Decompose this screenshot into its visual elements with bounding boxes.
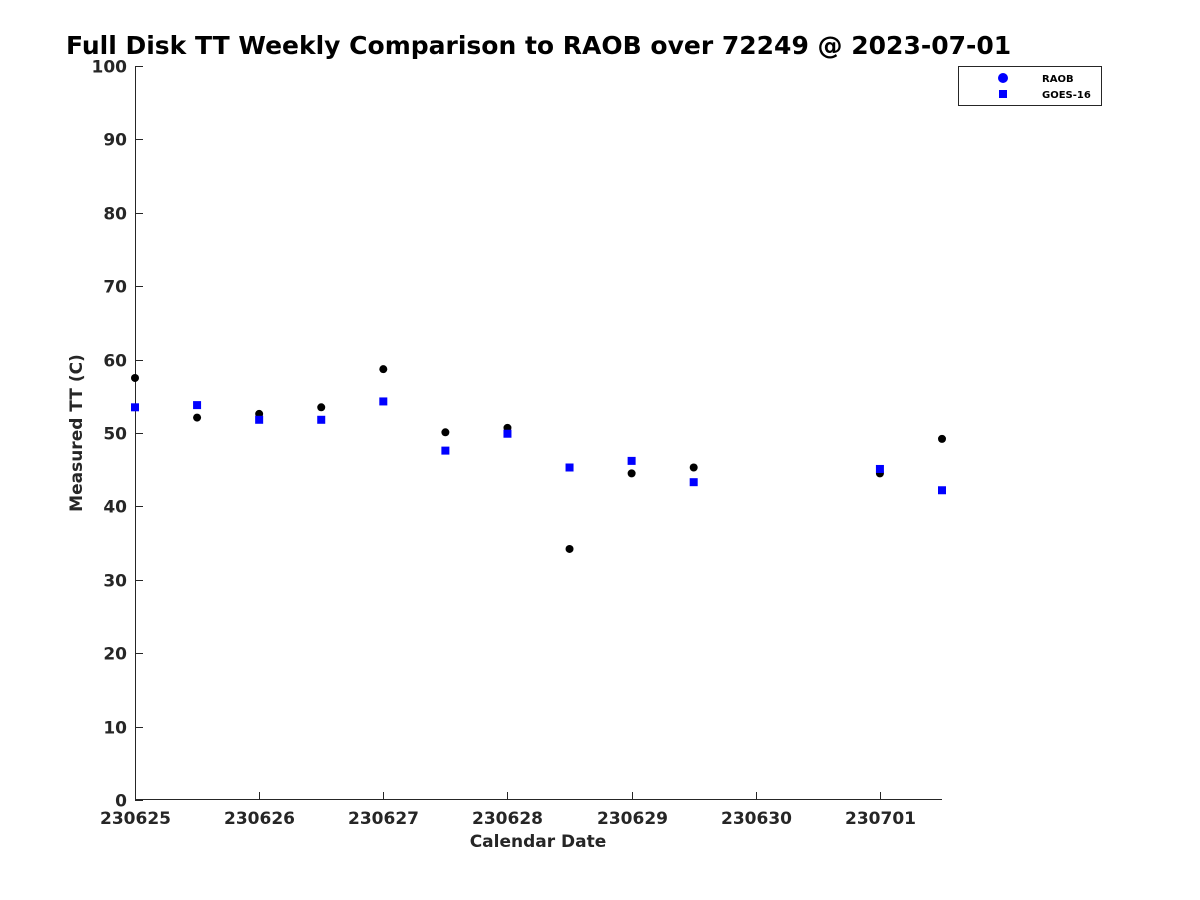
x-tick-label: 230629: [597, 809, 668, 829]
raob-point: [689, 463, 698, 472]
legend-label: GOES-16: [1042, 90, 1091, 101]
goes-point: [379, 397, 388, 406]
x-tick-label: 230630: [721, 809, 792, 829]
series-goes-16: [131, 397, 946, 495]
goes-point: [131, 403, 139, 412]
y-tick-label: 100: [92, 58, 128, 78]
raob-point: [627, 469, 636, 478]
y-tick-label: 30: [103, 572, 127, 592]
goes-point: [193, 401, 202, 410]
y-tick-label: 40: [103, 498, 127, 518]
series-layer: [131, 365, 946, 553]
goes-point: [503, 429, 512, 438]
chart-title: Full Disk TT Weekly Comparison to RAOB o…: [66, 31, 1011, 60]
y-tick-label: 80: [103, 205, 127, 225]
raob-point: [317, 403, 326, 412]
raob-point: [131, 373, 139, 382]
y-tick-label: 70: [103, 278, 127, 298]
x-tick-label: 230627: [348, 809, 419, 829]
legend-marker-raob: [998, 73, 1008, 83]
legend-items: RAOB GOES-16: [998, 73, 1091, 101]
x-axis-label: Calendar Date: [470, 832, 607, 852]
legend-box: [958, 66, 1102, 106]
x-tick-label: 230701: [845, 809, 916, 829]
y-tick-label: 0: [115, 792, 127, 812]
y-axis-label: Measured TT (C): [67, 354, 87, 512]
y-ticks: 0 10 20 30 40 50 60 70 80 90 100: [92, 58, 143, 812]
goes-point: [255, 415, 264, 424]
x-tick-label: 230626: [224, 809, 295, 829]
x-tick-label: 230625: [100, 809, 171, 829]
axes: [135, 66, 942, 800]
goes-point: [689, 478, 698, 487]
goes-point: [565, 463, 574, 472]
raob-point: [193, 413, 202, 422]
goes-point: [938, 486, 946, 495]
goes-point: [317, 415, 326, 424]
y-tick-label: 10: [103, 719, 127, 739]
goes-point: [875, 464, 884, 473]
raob-point: [441, 428, 450, 437]
legend-label: RAOB: [1042, 74, 1074, 85]
goes-point: [627, 456, 636, 465]
y-tick-label: 50: [103, 425, 127, 445]
legend: RAOB GOES-16: [958, 66, 1102, 106]
raob-point: [379, 365, 388, 374]
y-tick-label: 20: [103, 645, 127, 665]
y-tick-label: 90: [103, 131, 127, 151]
series-raob: [131, 365, 946, 553]
legend-marker-goes: [999, 90, 1007, 98]
raob-point: [938, 434, 946, 443]
raob-point: [565, 544, 574, 553]
goes-point: [441, 446, 450, 455]
x-tick-label: 230628: [472, 809, 543, 829]
y-tick-label: 60: [103, 352, 127, 372]
x-ticks: 230625 230626 230627 230628 230629 230630 2307…: [100, 792, 916, 829]
